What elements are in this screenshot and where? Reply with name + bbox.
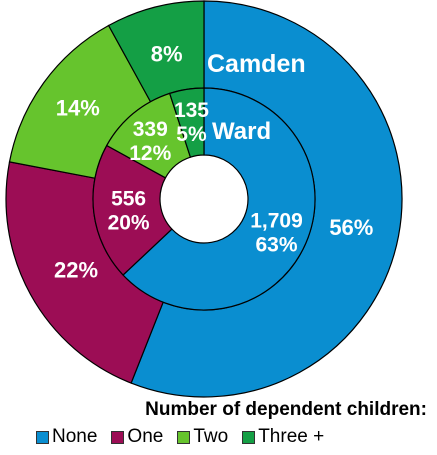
outer-label-two: 14% <box>56 95 100 120</box>
legend-label-none: None <box>52 426 98 447</box>
legend-item-two: Two <box>177 426 228 448</box>
inner-count-none: 1,709 <box>250 209 303 232</box>
legend-item-one: One <box>111 426 163 448</box>
inner-count-three-plus: 135 <box>174 99 209 122</box>
legend-item-none: None <box>36 426 97 448</box>
legend-label-three-plus: Three + <box>258 426 325 447</box>
legend-swatch-none <box>36 430 49 444</box>
inner-percent-three-plus: 5% <box>176 123 207 146</box>
outer-label-none: 56% <box>329 215 373 240</box>
inner-count-two: 339 <box>133 118 168 141</box>
inner-slice-none <box>122 87 316 311</box>
legend: None One Two Three + <box>36 426 324 448</box>
legend-label-two: Two <box>193 426 229 447</box>
outer-ring-camden <box>5 0 403 398</box>
inner-ring-title: Ward <box>212 118 271 145</box>
outer-label-one: 22% <box>54 257 98 282</box>
inner-ring-ward <box>92 87 316 311</box>
legend-swatch-three-plus <box>242 430 256 444</box>
legend-title: Number of dependent children: <box>145 399 427 420</box>
inner-percent-none: 63% <box>255 233 297 256</box>
inner-percent-one: 20% <box>108 212 150 235</box>
inner-slice-one <box>92 144 173 276</box>
inner-slice-three-plus <box>168 87 205 158</box>
inner-count-one: 556 <box>111 188 146 211</box>
legend-label-one: One <box>127 426 164 447</box>
inner-percent-two: 12% <box>129 142 171 165</box>
legend-swatch-one <box>111 430 125 444</box>
legend-swatch-two <box>177 430 191 444</box>
outer-ring-title: Camden <box>207 50 306 78</box>
legend-item-three-plus: Three + <box>242 426 324 448</box>
outer-label-three-plus: 8% <box>151 42 183 67</box>
